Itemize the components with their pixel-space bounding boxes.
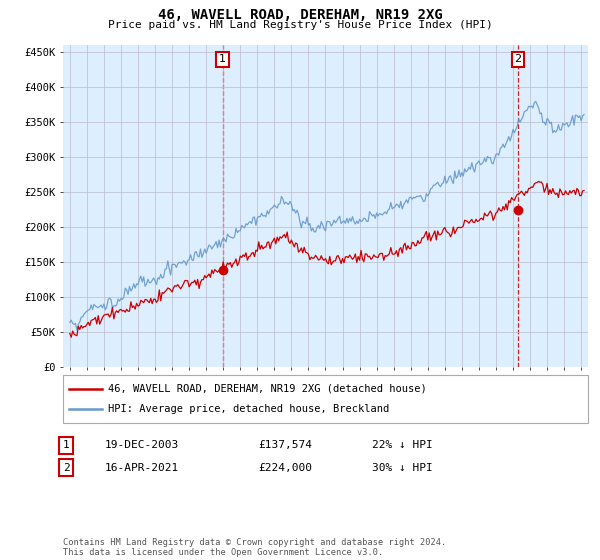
- Text: 22% ↓ HPI: 22% ↓ HPI: [372, 440, 433, 450]
- Text: 1: 1: [62, 440, 70, 450]
- Text: 16-APR-2021: 16-APR-2021: [105, 463, 179, 473]
- Text: HPI: Average price, detached house, Breckland: HPI: Average price, detached house, Brec…: [108, 404, 389, 414]
- Text: 30% ↓ HPI: 30% ↓ HPI: [372, 463, 433, 473]
- Text: 2: 2: [514, 54, 521, 64]
- Text: £137,574: £137,574: [258, 440, 312, 450]
- Text: Price paid vs. HM Land Registry's House Price Index (HPI): Price paid vs. HM Land Registry's House …: [107, 20, 493, 30]
- Text: 46, WAVELL ROAD, DEREHAM, NR19 2XG: 46, WAVELL ROAD, DEREHAM, NR19 2XG: [158, 8, 442, 22]
- Text: 46, WAVELL ROAD, DEREHAM, NR19 2XG (detached house): 46, WAVELL ROAD, DEREHAM, NR19 2XG (deta…: [108, 384, 427, 394]
- Text: 2: 2: [62, 463, 70, 473]
- Text: 1: 1: [219, 54, 226, 64]
- Text: £224,000: £224,000: [258, 463, 312, 473]
- Text: 19-DEC-2003: 19-DEC-2003: [105, 440, 179, 450]
- Text: Contains HM Land Registry data © Crown copyright and database right 2024.
This d: Contains HM Land Registry data © Crown c…: [63, 538, 446, 557]
